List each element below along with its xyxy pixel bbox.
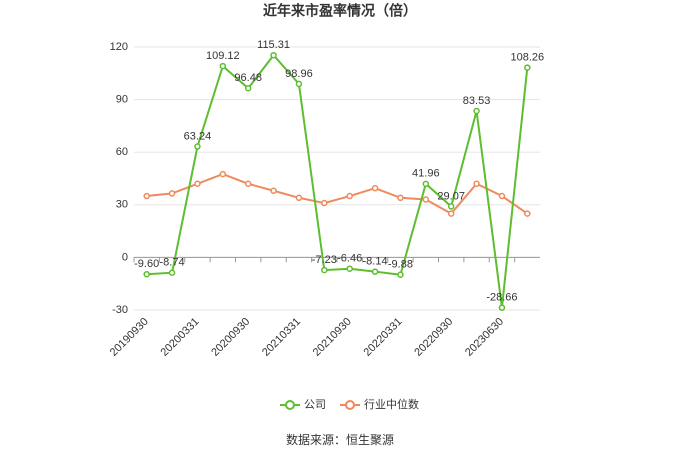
point <box>524 64 531 71</box>
data-label: 98.96 <box>285 68 313 80</box>
point <box>295 80 303 88</box>
point <box>194 143 201 150</box>
y-tick-label: -30 <box>112 304 128 316</box>
point <box>244 180 252 188</box>
point <box>270 51 277 59</box>
x-tick-label: 20230630 <box>463 316 506 359</box>
x-tick-label: 20200930 <box>209 316 252 359</box>
data-label: 83.53 <box>463 95 491 107</box>
legend-marker <box>285 400 295 410</box>
data-label: -9.60 <box>134 258 159 270</box>
y-tick-label: 90 <box>116 94 128 106</box>
point <box>321 199 328 207</box>
point <box>295 194 303 202</box>
point <box>422 196 430 203</box>
data-label: 109.12 <box>206 50 240 62</box>
x-tick-label: 20190930 <box>108 316 151 359</box>
source: 数据来源：恒生聚源 <box>286 432 394 447</box>
x-tick-label: 20200331 <box>159 316 202 359</box>
series-line <box>146 173 528 215</box>
point <box>397 271 404 278</box>
point <box>397 194 404 202</box>
point <box>270 187 277 195</box>
data-label: 115.31 <box>257 39 290 51</box>
point <box>447 210 455 217</box>
data-label: -9.88 <box>388 259 413 271</box>
point <box>346 265 353 272</box>
data-label: 63.24 <box>184 130 212 142</box>
data-label: -8.14 <box>363 256 388 268</box>
x-tick-label: 20210331 <box>260 316 303 359</box>
data-label: -6.46 <box>337 253 362 265</box>
x-tick-label: 20220930 <box>412 316 455 359</box>
point <box>219 62 227 70</box>
y-tick-label: 60 <box>116 146 128 158</box>
point <box>168 269 176 276</box>
data-label: -7.23 <box>312 254 337 266</box>
point <box>498 304 506 311</box>
data-label: -8.74 <box>160 257 185 269</box>
point <box>194 180 201 188</box>
point <box>473 107 480 115</box>
legend-label: 行业中位数 <box>364 397 419 411</box>
x-tick-label: 20220331 <box>362 316 405 359</box>
point <box>371 268 379 275</box>
point <box>168 190 176 197</box>
data-label: 108.26 <box>510 51 544 63</box>
chart-title: 近年来市盈率情况（倍） <box>263 3 417 19</box>
point <box>447 203 455 210</box>
point <box>143 270 150 278</box>
point <box>219 170 227 178</box>
point <box>371 184 379 192</box>
series-line <box>146 53 529 308</box>
data-label: 29.07 <box>437 190 465 202</box>
point <box>244 84 252 92</box>
point <box>473 180 480 188</box>
data-label: 96.48 <box>234 72 262 84</box>
point <box>524 210 531 217</box>
y-tick-label: 30 <box>116 199 128 211</box>
y-tick-label: 120 <box>110 41 128 53</box>
data-label: 41.96 <box>412 168 440 180</box>
point <box>498 192 506 200</box>
x-tick-label: 20210930 <box>311 316 354 359</box>
legend-label: 公司 <box>304 399 326 411</box>
point <box>422 180 430 188</box>
legend-marker <box>345 400 355 410</box>
point <box>143 192 150 200</box>
data-label: -28.66 <box>486 292 517 304</box>
point <box>346 192 353 200</box>
point <box>321 266 328 274</box>
y-tick-label: 0 <box>122 251 128 263</box>
